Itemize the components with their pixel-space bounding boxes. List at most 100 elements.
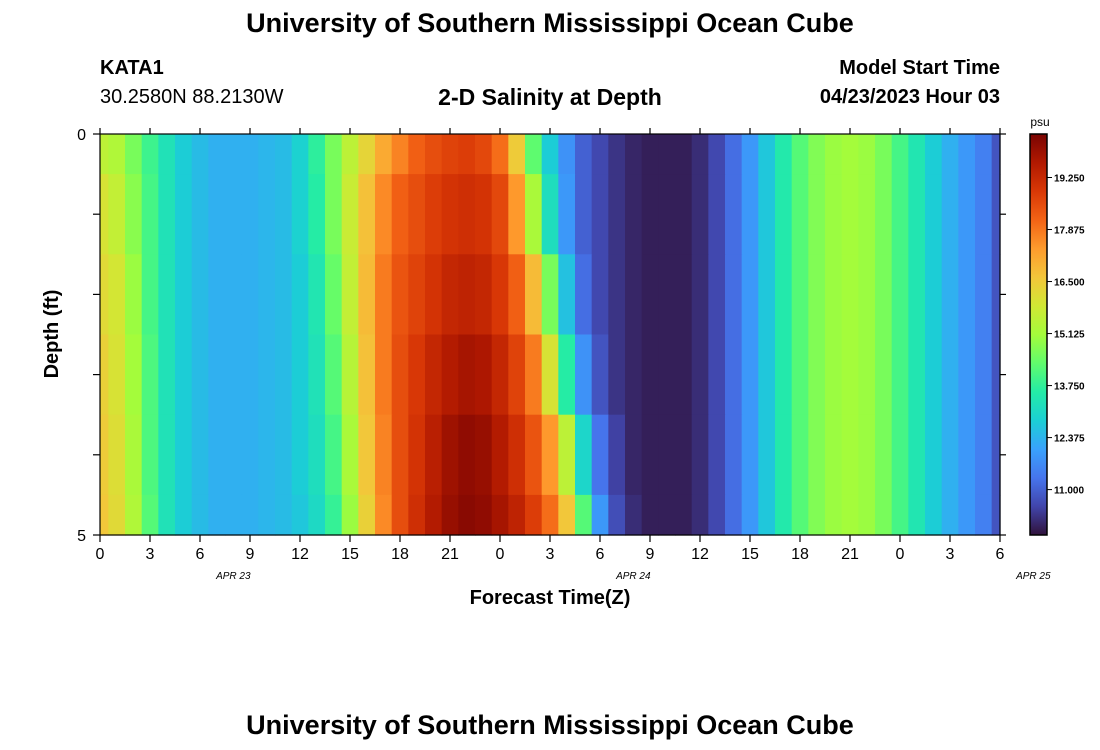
colorbar-ticks: 11.000 12.375 13.750 15.125 16.500 17.875 19.2…: [1047, 174, 1085, 497]
page-title: University of Southern Mississippi Ocean…: [246, 8, 854, 38]
heatmap-cell: [475, 174, 493, 255]
heatmap-cell: [841, 174, 859, 255]
heatmap-cell: [275, 334, 293, 416]
y-axis-label: Depth (ft): [41, 290, 63, 379]
heatmap-cell: [291, 254, 309, 336]
heatmap-cell: [158, 134, 176, 175]
heatmap-cell: [991, 414, 1001, 496]
heatmap-cell: [491, 254, 509, 336]
heatmap-cell: [591, 254, 609, 336]
heatmap-cell: [558, 174, 576, 255]
heatmap-cell: [591, 134, 609, 175]
heatmap-cell: [100, 134, 109, 175]
heatmap-cell: [775, 174, 793, 255]
x-tick-label: 9: [246, 546, 255, 563]
heatmap-cell: [508, 174, 526, 255]
heatmap-cell: [100, 494, 109, 536]
heatmap-cell: [875, 334, 893, 416]
heatmap-cell: [541, 254, 559, 336]
heatmap-cell: [858, 494, 876, 536]
heatmap-cell: [925, 414, 943, 496]
heatmap-cell: [225, 414, 243, 496]
heatmap-cell: [391, 334, 409, 416]
heatmap-cell: [408, 134, 426, 175]
heatmap-cell: [508, 254, 526, 336]
heatmap-cell: [575, 254, 593, 336]
heatmap-cell: [675, 334, 693, 416]
heatmap-cell: [108, 174, 126, 255]
heatmap-cell: [841, 414, 859, 496]
heatmap-cell: [708, 254, 726, 336]
heatmap-cell: [791, 134, 809, 175]
colorbar-tick-label: 19.250: [1054, 174, 1085, 185]
heatmap-cell: [591, 494, 609, 536]
heatmap-cell: [558, 494, 576, 536]
heatmap-cell: [608, 334, 626, 416]
heatmap-cell: [258, 254, 276, 336]
heatmap-cell: [275, 134, 293, 175]
heatmap-cell: [108, 134, 126, 175]
colorbar-gradient: [1029, 133, 1048, 536]
model-start-label: Model Start Time: [839, 57, 1000, 79]
heatmap-cell: [458, 334, 476, 416]
heatmap-cell: [758, 254, 776, 336]
heatmap-cell: [875, 254, 893, 336]
x-date-label: APR 23: [215, 571, 251, 582]
heatmap-cell: [741, 494, 759, 536]
x-axis-ticks: 0 3 6 9 12 15 18 21 0 3 6 9 12 15 18 21 0 3 6 APR 23 APR 24 A…: [96, 128, 1051, 582]
heatmap-cell: [991, 494, 1001, 536]
heatmap-cell: [758, 494, 776, 536]
heatmap-cell: [991, 134, 1001, 175]
heatmap-cell: [141, 414, 159, 496]
heatmap-cell: [325, 494, 343, 536]
heatmap-cell: [691, 174, 709, 255]
heatmap-cell: [100, 254, 109, 336]
heatmap-cell: [791, 174, 809, 255]
colorbar-tick-label: 15.125: [1054, 330, 1085, 341]
heatmap-cell: [141, 494, 159, 536]
heatmap-cell: [875, 414, 893, 496]
heatmap-cell: [841, 334, 859, 416]
heatmap-cell: [175, 414, 193, 496]
heatmap-cell: [375, 494, 393, 536]
heatmap-cell: [208, 334, 226, 416]
heatmap-cell: [225, 134, 243, 175]
heatmap-cell: [608, 494, 626, 536]
colorbar-tick-label: 17.875: [1054, 226, 1085, 237]
heatmap-cell: [141, 134, 159, 175]
heatmap-cell: [808, 254, 826, 336]
heatmap-cell: [608, 134, 626, 175]
heatmap-cell: [841, 254, 859, 336]
heatmap-cell: [458, 254, 476, 336]
heatmap-cell: [341, 334, 359, 416]
heatmap-cell: [158, 494, 176, 536]
x-tick-label: 6: [996, 546, 1005, 563]
heatmap-cell: [358, 414, 376, 496]
heatmap-cell: [191, 334, 209, 416]
heatmap-cell: [925, 134, 943, 175]
heatmap-cell: [725, 254, 743, 336]
heatmap-cell: [975, 134, 993, 175]
heatmap-cell: [525, 334, 543, 416]
x-tick-label: 15: [741, 546, 759, 563]
heatmap-cell: [708, 174, 726, 255]
heatmap-cell: [225, 254, 243, 336]
heatmap-cell: [841, 134, 859, 175]
heatmap-cell: [175, 254, 193, 336]
heatmap-cell: [191, 254, 209, 336]
x-tick-label: 9: [646, 546, 655, 563]
heatmap-cell: [425, 334, 443, 416]
heatmap-cell: [141, 174, 159, 255]
heatmap-cell: [825, 334, 843, 416]
heatmap-cell: [425, 254, 443, 336]
heatmap-cell: [708, 134, 726, 175]
heatmap-cell: [358, 134, 376, 175]
heatmap-cell: [475, 414, 493, 496]
heatmap-cell: [458, 134, 476, 175]
heatmap-cell: [841, 494, 859, 536]
x-date-label: APR 24: [615, 571, 651, 582]
heatmap-cell: [458, 494, 476, 536]
heatmap-cell: [641, 414, 659, 496]
heatmap-cell: [408, 254, 426, 336]
heatmap-cell: [625, 414, 643, 496]
